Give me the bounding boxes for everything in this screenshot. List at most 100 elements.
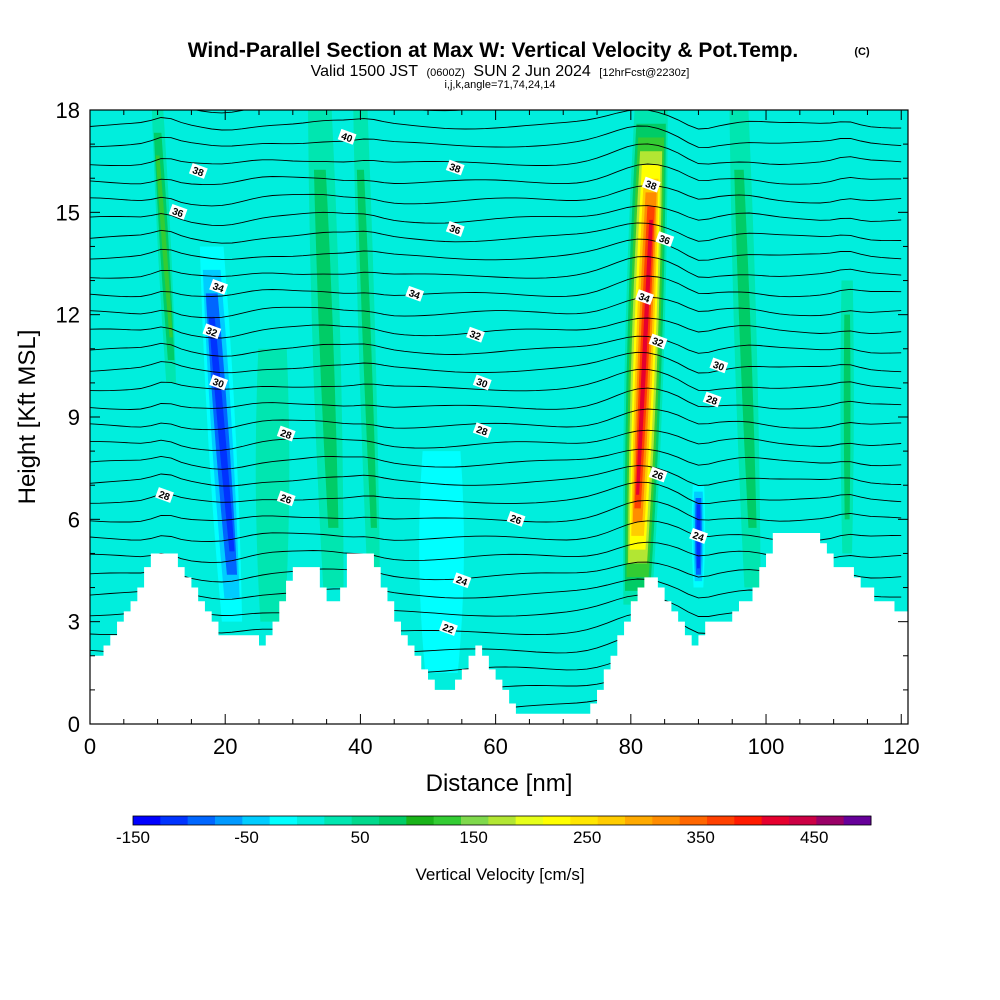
contour-label-bg [702, 391, 722, 408]
theta-contour-11 [90, 481, 902, 505]
colorbar-segment [761, 816, 790, 825]
contour-label-21: 26 [506, 510, 526, 527]
colorbar-tick-label: 50 [351, 828, 370, 847]
contour-label-19: 28 [155, 487, 174, 504]
theta-contour-17 [90, 368, 902, 392]
theta-contour-19 [90, 335, 902, 357]
contour-label-text: 32 [650, 336, 665, 350]
colorbar-label: Vertical Velocity [cm/s] [415, 865, 584, 884]
theta-contour-15 [90, 408, 902, 431]
contour-label-bg [472, 374, 492, 391]
velocity-bands [151, 110, 854, 673]
theta-contour-28 [90, 163, 902, 186]
x-tick-label: 40 [348, 734, 372, 759]
colorbar-segment [351, 816, 380, 825]
theta-contour-12 [90, 465, 902, 487]
contour-label-0: 40 [337, 128, 357, 145]
theta-contour-25 [90, 222, 902, 244]
contour-label-text: 38 [448, 162, 463, 176]
contour-label-2: 38 [445, 159, 465, 176]
contour-label-bg [648, 333, 668, 350]
contour-label-text: 38 [644, 179, 659, 193]
y-tick-label: 6 [68, 507, 80, 532]
contour-label-text: 34 [407, 288, 422, 302]
x-tick-label: 20 [213, 734, 237, 759]
velocity-band-updraft-27nm-0 [255, 348, 290, 622]
contour-label-bg [202, 323, 222, 340]
x-axis-label: Distance [nm] [426, 770, 573, 797]
contour-label-23: 24 [452, 572, 472, 589]
colorbar-segment [625, 816, 653, 825]
contour-label-12: 32 [648, 333, 668, 350]
contour-label-bg [506, 510, 526, 527]
contour-label-bg [405, 285, 425, 302]
contour-label-10: 32 [202, 323, 222, 340]
contour-label-14: 30 [472, 374, 492, 391]
contour-label-bg [635, 289, 654, 306]
colorbar-segment [843, 816, 872, 825]
contour-label-bg [689, 528, 708, 544]
contour-label-text: 34 [211, 281, 226, 295]
contour-label-text: 24 [691, 530, 706, 544]
valid-utc: (0600Z) [426, 67, 465, 79]
contour-label-bg [466, 326, 485, 343]
colorbar-segment [133, 816, 161, 825]
theta-contour-9 [90, 520, 902, 542]
copyright-mark: (C) [854, 46, 870, 58]
colorbar-tick-label: 350 [687, 828, 715, 847]
contour-label-8: 34 [405, 285, 425, 302]
theta-contour-20 [90, 317, 902, 339]
contour-label-bg [155, 487, 174, 503]
colorbar-segment [679, 816, 708, 825]
contour-label-3: 38 [641, 176, 661, 193]
colorbar-segment [543, 816, 571, 825]
valid-date: SUN 2 Jun 2024 [473, 63, 591, 80]
contour-label-bg [209, 279, 229, 295]
y-axis-label: Height [Kft MSL] [14, 330, 41, 505]
contour-label-bg [439, 620, 458, 636]
contour-label-bg [452, 572, 472, 589]
contour-label-bg [445, 221, 465, 237]
colorbar-segment [187, 816, 216, 825]
contour-label-text: 30 [211, 377, 226, 391]
contour-label-text: 36 [170, 206, 185, 220]
contour-label-20: 26 [276, 490, 296, 507]
contour-label-bg [276, 425, 296, 442]
contour-label-bg [709, 357, 729, 374]
theta-contour-13 [90, 448, 902, 470]
theta-contour-14 [90, 429, 902, 451]
colorbar-tick-label: -50 [234, 828, 259, 847]
colorbar-segment [297, 816, 325, 825]
valid-prefix: Valid 1500 JST [311, 63, 419, 80]
y-tick-label: 15 [56, 200, 80, 225]
colorbar-segment [515, 816, 544, 825]
contour-label-bg [337, 128, 357, 145]
contour-label-11: 32 [466, 326, 485, 343]
theta-contour-27 [90, 184, 902, 207]
plot-area: 40 38 38 38 36 36 36 34 34 34 32 32 32 30 30 30 28 28 28 28… [90, 110, 908, 724]
contour-label-bg [641, 176, 661, 193]
colorbar-segment [324, 816, 353, 825]
y-tick-label: 9 [68, 405, 80, 430]
colorbar-segment [406, 816, 435, 825]
contour-label-25: 22 [439, 620, 458, 637]
velocity-band-downdraft-52nm-0 [419, 451, 464, 673]
colorbar-segment [379, 816, 407, 825]
contour-label-text: 26 [650, 469, 665, 483]
contour-label-text: 22 [441, 622, 456, 636]
contour-label-text: 28 [475, 425, 490, 439]
contour-label-text: 28 [157, 489, 172, 503]
colorbar-tick-label: 450 [800, 828, 828, 847]
contour-label-text: 30 [475, 377, 490, 391]
colorbar-frame [132, 815, 872, 826]
contour-label-text: 26 [508, 513, 523, 527]
colorbar-segment [652, 816, 681, 825]
contour-label-text: 38 [191, 165, 206, 179]
terrain-mask [90, 532, 908, 724]
y-tick-label: 18 [56, 98, 80, 123]
colorbar-segment [160, 816, 189, 825]
theta-contour-22 [90, 275, 902, 298]
colorbar-segment [707, 816, 735, 825]
contour-label-text: 40 [339, 131, 354, 145]
contour-label-text: 32 [468, 329, 483, 343]
